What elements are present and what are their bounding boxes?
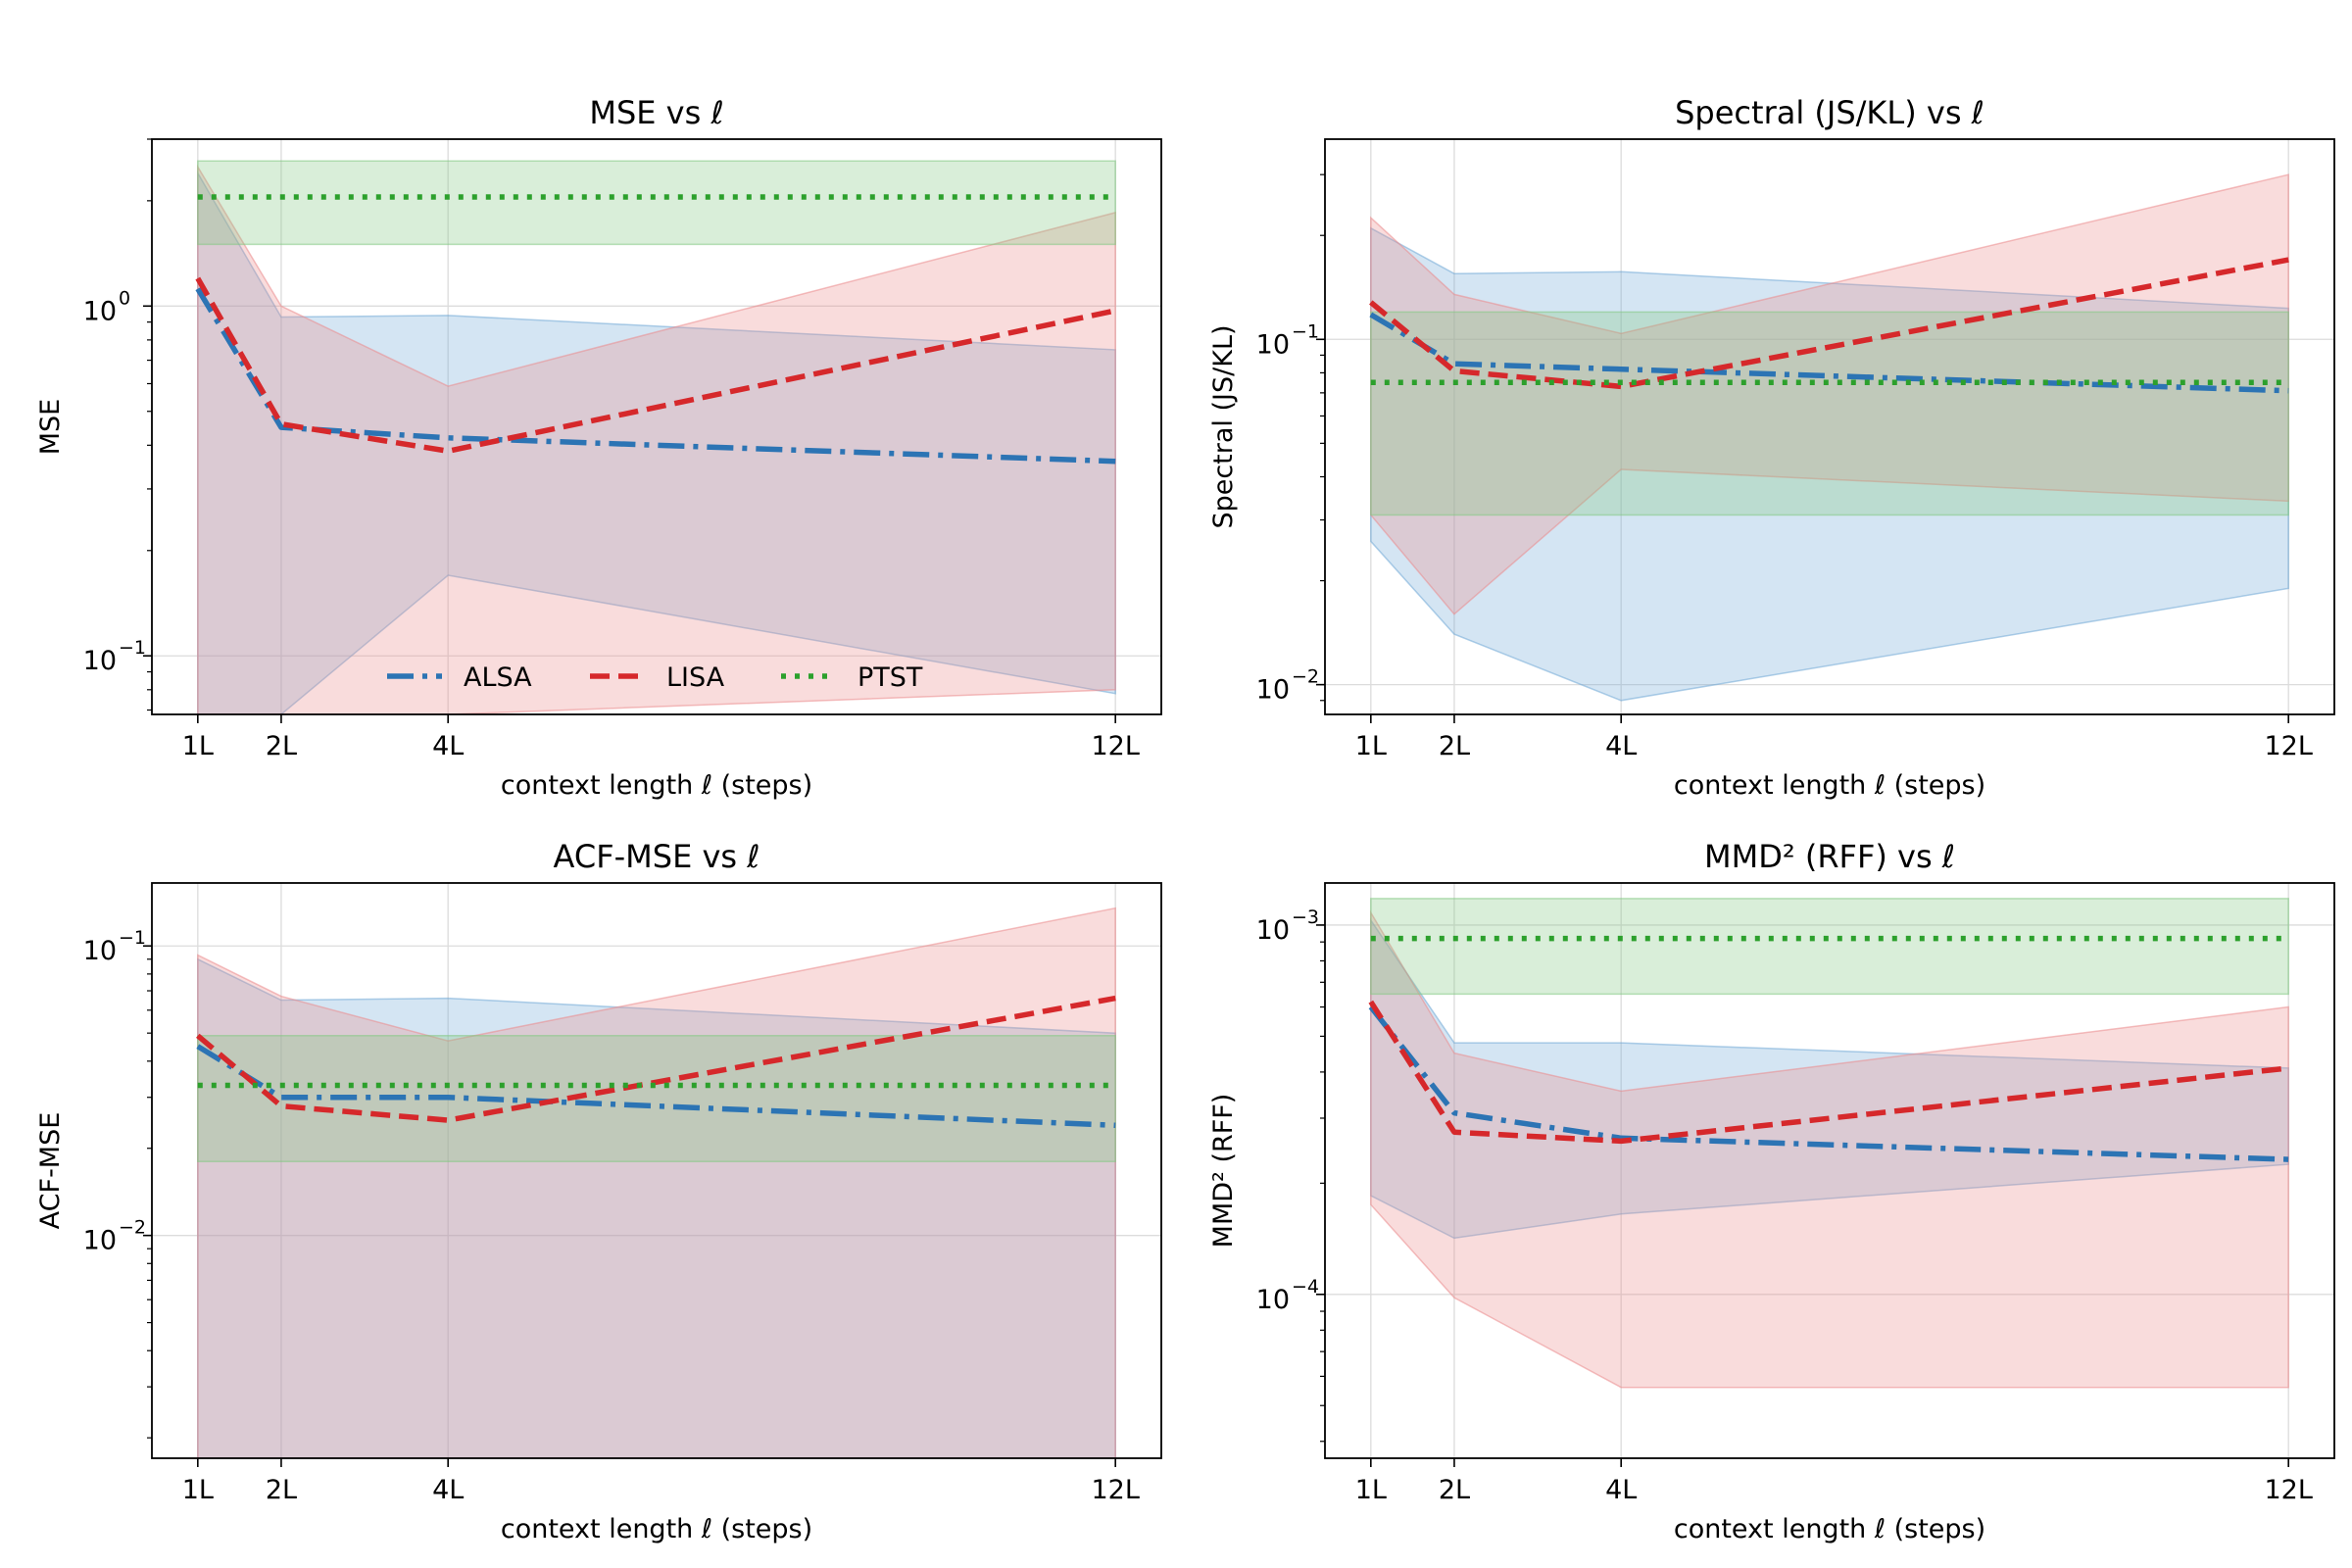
- x-tick-label: 4L: [1605, 731, 1637, 761]
- x-tick-label: 1L: [1355, 731, 1387, 761]
- x-tick-label: 12L: [1091, 1475, 1139, 1505]
- y-axis-label: Spectral (JS/KL): [1208, 324, 1239, 528]
- y-axis-label: MSE: [35, 399, 66, 456]
- y-tick-exponent: −2: [1292, 666, 1319, 688]
- panel-title: ACF-MSE vs ℓ: [554, 838, 760, 875]
- series-line-alsa: [196, 1044, 1116, 1129]
- series-line-alsa: [195, 287, 1116, 465]
- series-line-lisa: [1368, 1000, 2289, 1145]
- band-alsa: [197, 170, 1116, 714]
- x-tick-label: 4L: [1605, 1475, 1637, 1505]
- y-tick-label: −110: [1256, 320, 1319, 360]
- panel-title: Spectral (JS/KL) vs ℓ: [1675, 94, 1984, 131]
- y-tick-exponent: 0: [119, 287, 130, 309]
- y-tick-base: 10: [83, 936, 117, 966]
- band-alsa: [1370, 226, 2289, 702]
- plot-area: [1369, 173, 2289, 702]
- y-tick-label: −110: [83, 927, 146, 966]
- band-ptst: [1370, 311, 2289, 516]
- x-axis-label: context length ℓ (steps): [501, 770, 812, 801]
- legend-label-lisa: LISA: [666, 662, 725, 693]
- y-tick-base: 10: [83, 1226, 117, 1256]
- y-tick-base: 10: [1256, 1285, 1290, 1315]
- x-tick-label: 1L: [182, 1475, 214, 1505]
- x-axis-label: context length ℓ (steps): [501, 1514, 812, 1544]
- x-tick-label: 1L: [1355, 1475, 1387, 1505]
- y-tick-exponent: −1: [119, 927, 146, 949]
- series-line-lisa: [1369, 257, 2289, 390]
- panel-title: MSE vs ℓ: [589, 94, 723, 131]
- legend-label-alsa: ALSA: [464, 662, 532, 693]
- y-tick-exponent: −1: [119, 637, 146, 659]
- x-tick-label: 12L: [1091, 731, 1139, 761]
- x-axis-label: context length ℓ (steps): [1674, 770, 1985, 801]
- y-tick-base: 10: [1256, 329, 1290, 360]
- band-lisa: [1370, 909, 2289, 1389]
- y-axis-label: ACF-MSE: [35, 1112, 66, 1230]
- axes-frame: [1324, 138, 2335, 715]
- x-tick-label: 4L: [432, 731, 464, 761]
- y-tick-base: 10: [83, 296, 117, 326]
- legend-label-ptst: PTST: [858, 662, 923, 693]
- x-tick-label: 1L: [182, 731, 214, 761]
- y-tick-exponent: −2: [119, 1217, 146, 1239]
- y-tick-label: −210: [83, 1217, 146, 1256]
- x-tick-label: 2L: [266, 731, 297, 761]
- series-line-lisa: [196, 995, 1116, 1123]
- x-tick-label: 12L: [2264, 731, 2312, 761]
- plot-area: [195, 160, 1116, 714]
- band-ptst: [197, 160, 1116, 246]
- x-tick-label: 2L: [266, 1475, 297, 1505]
- band-ptst: [1370, 898, 2289, 996]
- y-tick-label: −310: [1256, 906, 1319, 946]
- y-tick-base: 10: [1256, 675, 1290, 706]
- x-tick-label: 2L: [1439, 731, 1470, 761]
- legend: ALSA LISA PTST: [387, 662, 923, 693]
- y-tick-base: 10: [83, 646, 117, 676]
- x-tick-label: 12L: [2264, 1475, 2312, 1505]
- series-line-alsa: [1368, 1004, 2289, 1162]
- series-line-alsa: [1369, 312, 2289, 394]
- y-tick-label: −110: [83, 637, 146, 676]
- y-axis-label: MMD² (RFF): [1208, 1094, 1239, 1249]
- x-tick-label: 4L: [432, 1475, 464, 1505]
- band-ptst: [197, 1035, 1116, 1163]
- y-tick-exponent: −4: [1292, 1276, 1319, 1298]
- axes-frame: [151, 138, 1162, 715]
- band-lisa: [197, 906, 1116, 1458]
- plot-area: [196, 906, 1116, 1458]
- y-tick-exponent: −3: [1292, 906, 1319, 928]
- panel-title: MMD² (RFF) vs ℓ: [1704, 838, 1955, 875]
- y-tick-label: −210: [1256, 666, 1319, 706]
- axes-frame: [1324, 882, 2335, 1459]
- y-tick-base: 10: [1256, 915, 1290, 946]
- y-tick-exponent: −1: [1292, 320, 1319, 342]
- band-lisa: [197, 164, 1116, 714]
- y-tick-label: 010: [83, 287, 130, 326]
- axes-frame: [151, 882, 1162, 1459]
- plot-area: [1368, 898, 2289, 1389]
- y-tick-label: −410: [1256, 1276, 1319, 1315]
- x-axis-label: context length ℓ (steps): [1674, 1514, 1985, 1544]
- x-tick-label: 2L: [1439, 1475, 1470, 1505]
